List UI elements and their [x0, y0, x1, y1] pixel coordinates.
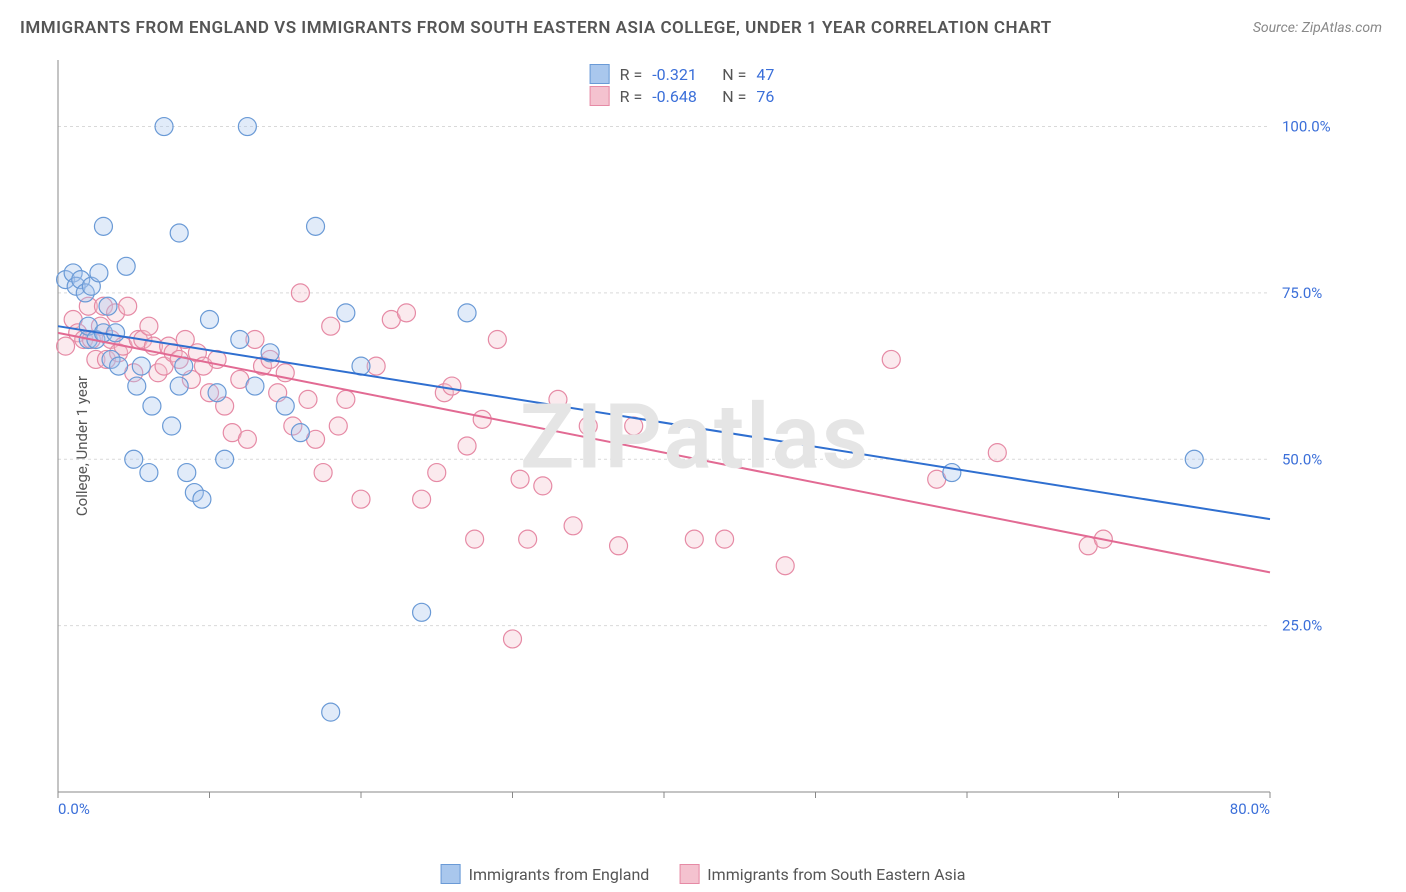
svg-text:80.0%: 80.0%: [1230, 800, 1270, 818]
r-label: R =: [620, 65, 643, 84]
legend-item-sea: Immigrants from South Eastern Asia: [679, 864, 965, 884]
svg-text:50.0%: 50.0%: [1282, 450, 1322, 468]
svg-text:100.0%: 100.0%: [1282, 118, 1331, 136]
r-label: R =: [620, 87, 643, 106]
swatch-england: [590, 64, 610, 84]
stats-row-england: R = -0.321 N = 47: [590, 64, 817, 84]
chart-title: IMMIGRANTS FROM ENGLAND VS IMMIGRANTS FR…: [20, 18, 1052, 38]
plot-area: ZIPatlas 25.0%50.0%75.0%100.0%0.0%80.0%: [50, 52, 1340, 822]
swatch-sea: [590, 86, 610, 106]
svg-text:75.0%: 75.0%: [1282, 284, 1322, 302]
legend-swatch-sea: [679, 864, 699, 884]
legend-label-sea: Immigrants from South Eastern Asia: [707, 865, 965, 884]
scatter-svg: 25.0% 50.0% 75.0% 100.0% 0.0% 80.0%: [50, 52, 1340, 822]
r-value-sea: -0.648: [652, 87, 712, 106]
svg-text:0.0%: 0.0%: [58, 800, 90, 818]
legend-label-england: Immigrants from England: [469, 865, 650, 884]
chart-container: IMMIGRANTS FROM ENGLAND VS IMMIGRANTS FR…: [0, 0, 1406, 892]
n-value-sea: 76: [756, 87, 816, 106]
legend-item-england: Immigrants from England: [441, 864, 650, 884]
r-value-england: -0.321: [652, 65, 712, 84]
n-value-england: 47: [756, 65, 816, 84]
svg-text:25.0%: 25.0%: [1282, 617, 1322, 635]
stats-row-sea: R = -0.648 N = 76: [590, 86, 817, 106]
correlation-stats-box: R = -0.321 N = 47 R = -0.648 N = 76: [582, 58, 825, 112]
bottom-legend: Immigrants from England Immigrants from …: [441, 864, 966, 884]
source-attribution: Source: ZipAtlas.com: [1253, 20, 1382, 36]
n-label: N =: [722, 65, 746, 84]
legend-swatch-england: [441, 864, 461, 884]
n-label: N =: [722, 87, 746, 106]
